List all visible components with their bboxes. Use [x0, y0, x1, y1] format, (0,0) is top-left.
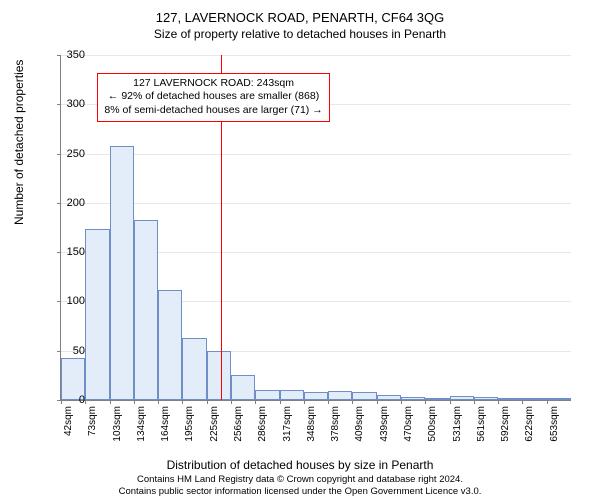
xtick-mark — [110, 400, 111, 404]
xtick-mark — [450, 400, 451, 404]
xtick-label: 134sqm — [136, 406, 147, 442]
histogram-bar — [110, 146, 134, 400]
ytick-label: 200 — [45, 197, 85, 209]
xtick-label: 531sqm — [452, 406, 463, 442]
histogram-bar — [182, 338, 206, 400]
annotation-line: 127 LAVERNOCK ROAD: 243sqm — [104, 77, 322, 91]
xtick-mark — [304, 400, 305, 404]
gridline — [61, 203, 571, 204]
xtick-label: 256sqm — [233, 406, 244, 442]
xtick-label: 317sqm — [282, 406, 293, 442]
ytick-label: 100 — [45, 295, 85, 307]
xtick-label: 103sqm — [112, 406, 123, 442]
xtick-label: 561sqm — [476, 406, 487, 442]
annotation-line: ← 92% of detached houses are smaller (86… — [104, 90, 322, 104]
histogram-bar — [352, 392, 376, 400]
histogram-bar — [474, 397, 498, 400]
annotation-box: 127 LAVERNOCK ROAD: 243sqm← 92% of detac… — [97, 73, 329, 122]
footnote: Contains HM Land Registry data © Crown c… — [0, 474, 600, 498]
xtick-label: 439sqm — [379, 406, 390, 442]
xtick-mark — [182, 400, 183, 404]
xtick-mark — [134, 400, 135, 404]
histogram-bar — [255, 390, 279, 400]
histogram-bar — [158, 290, 182, 400]
histogram-bar — [85, 229, 109, 401]
xtick-mark — [425, 400, 426, 404]
xtick-mark — [377, 400, 378, 404]
ytick-label: 150 — [45, 246, 85, 258]
annotation-line: 8% of semi-detached houses are larger (7… — [104, 104, 322, 118]
xtick-mark — [231, 400, 232, 404]
xtick-label: 653sqm — [549, 406, 560, 442]
histogram-bar — [134, 220, 158, 400]
histogram-bar — [498, 398, 522, 400]
xtick-label: 622sqm — [524, 406, 535, 442]
xtick-label: 195sqm — [184, 406, 195, 442]
histogram-bar — [304, 392, 328, 400]
ytick-label: 250 — [45, 148, 85, 160]
chart-title-sub: Size of property relative to detached ho… — [0, 25, 600, 41]
chart-container: 127, LAVERNOCK ROAD, PENARTH, CF64 3QG S… — [0, 0, 600, 500]
xtick-mark — [255, 400, 256, 404]
xtick-mark — [158, 400, 159, 404]
xtick-mark — [328, 400, 329, 404]
xtick-label: 286sqm — [257, 406, 268, 442]
ytick-label: 0 — [45, 394, 85, 406]
histogram-bar — [280, 390, 304, 400]
xtick-mark — [474, 400, 475, 404]
xtick-label: 348sqm — [306, 406, 317, 442]
xtick-mark — [498, 400, 499, 404]
histogram-bar — [522, 398, 546, 400]
xtick-label: 409sqm — [354, 406, 365, 442]
histogram-bar — [547, 398, 571, 400]
plot-area: 127 LAVERNOCK ROAD: 243sqm← 92% of detac… — [60, 55, 570, 400]
gridline — [61, 154, 571, 155]
chart-title-main: 127, LAVERNOCK ROAD, PENARTH, CF64 3QG — [0, 0, 600, 25]
histogram-bar — [401, 397, 425, 400]
xtick-mark — [401, 400, 402, 404]
histogram-bar — [377, 395, 401, 400]
histogram-bar — [425, 398, 449, 400]
xtick-mark — [85, 400, 86, 404]
xtick-label: 470sqm — [403, 406, 414, 442]
xtick-label: 592sqm — [500, 406, 511, 442]
footnote-line1: Contains HM Land Registry data © Crown c… — [137, 474, 463, 485]
histogram-bar — [207, 351, 231, 400]
plot: 127 LAVERNOCK ROAD: 243sqm← 92% of detac… — [60, 55, 571, 401]
xtick-label: 225sqm — [209, 406, 220, 442]
y-axis-label: Number of detached properties — [12, 60, 26, 225]
histogram-bar — [328, 391, 352, 400]
ytick-label: 350 — [45, 49, 85, 61]
xtick-mark — [207, 400, 208, 404]
xtick-mark — [547, 400, 548, 404]
gridline — [61, 55, 571, 56]
xtick-label: 378sqm — [330, 406, 341, 442]
xtick-mark — [280, 400, 281, 404]
xtick-mark — [522, 400, 523, 404]
x-axis-label: Distribution of detached houses by size … — [0, 458, 600, 472]
xtick-label: 164sqm — [160, 406, 171, 442]
ytick-label: 50 — [45, 345, 85, 357]
histogram-bar — [231, 375, 255, 400]
xtick-label: 500sqm — [427, 406, 438, 442]
footnote-line2: Contains public sector information licen… — [119, 486, 482, 497]
ytick-label: 300 — [45, 98, 85, 110]
xtick-label: 73sqm — [87, 406, 98, 436]
xtick-mark — [352, 400, 353, 404]
xtick-label: 42sqm — [63, 406, 74, 436]
histogram-bar — [450, 396, 474, 400]
